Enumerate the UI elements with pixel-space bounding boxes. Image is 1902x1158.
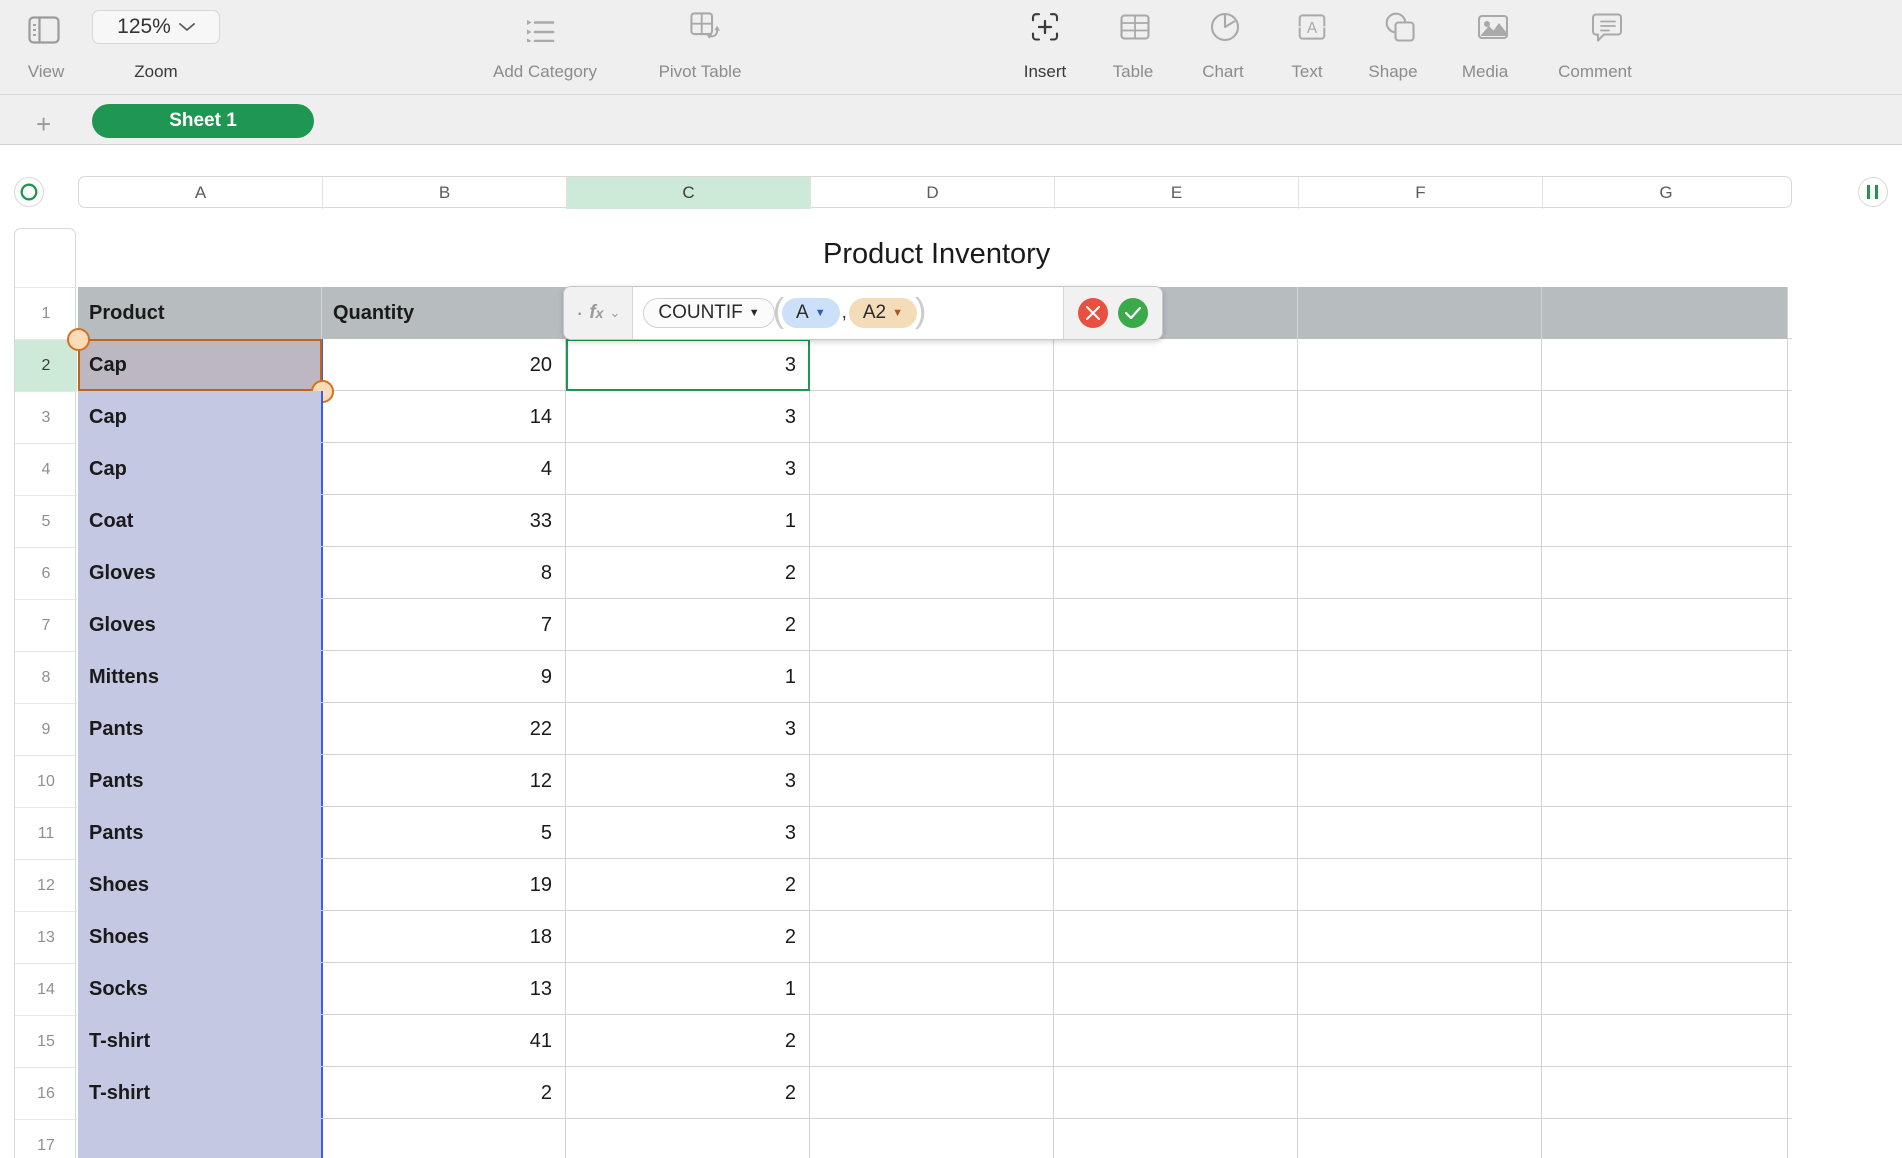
svg-text:A: A bbox=[1307, 20, 1318, 37]
